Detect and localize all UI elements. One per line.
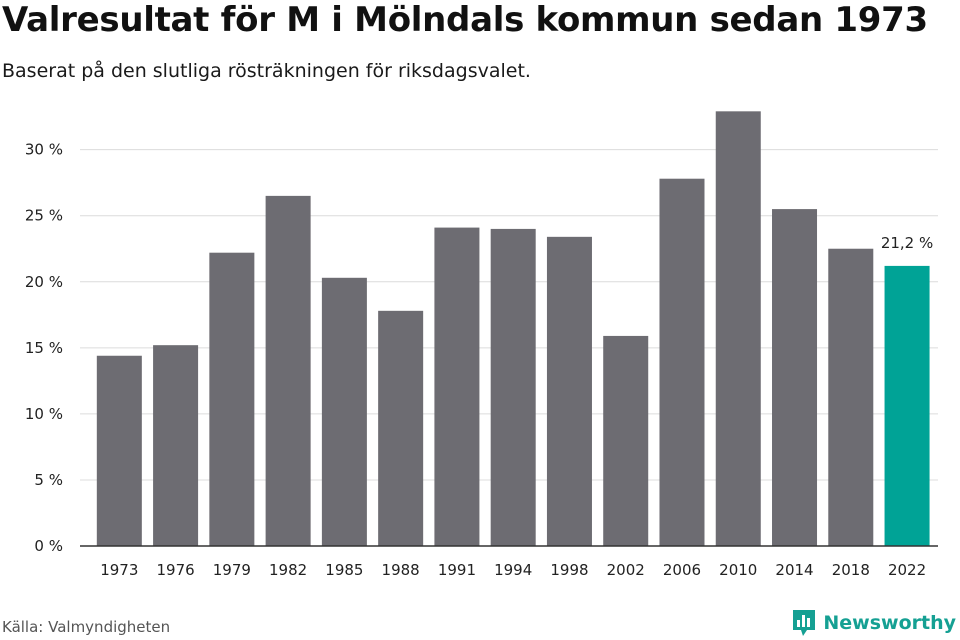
bars [96, 111, 930, 546]
bar-1976 [153, 345, 199, 546]
bar-2014 [772, 209, 818, 546]
x-tick-label: 1988 [382, 561, 420, 579]
x-tick-label: 2006 [663, 561, 701, 579]
newsworthy-logo: Newsworthy [791, 608, 956, 638]
bar-1982 [265, 195, 311, 546]
x-tick-label: 1976 [156, 561, 194, 579]
y-tick-label: 25 % [25, 207, 63, 225]
y-tick-label: 0 % [34, 537, 63, 555]
x-tick-label: 1982 [269, 561, 307, 579]
y-axis: 0 % 5 % 10 % 15 % 20 % 25 % 30 % [25, 141, 63, 555]
x-tick-label: 1994 [494, 561, 532, 579]
data-label-2022: 21,2 % [881, 234, 933, 252]
bar-2006 [659, 178, 705, 546]
bar-2010 [715, 111, 761, 546]
bar-1994 [490, 228, 536, 546]
bar-1998 [546, 236, 592, 546]
data-labels: 21,2 % [881, 234, 933, 252]
x-tick-label: 2002 [607, 561, 645, 579]
bar-chart: 0 %5 %10 %15 %20 %25 %30 % 1973 1976 1979 1… [25, 111, 938, 579]
bar-1991 [434, 227, 480, 546]
x-tick-label: 2018 [832, 561, 870, 579]
bar-1973 [96, 355, 142, 546]
x-tick-label: 1979 [213, 561, 251, 579]
y-tick-label: 5 % [34, 471, 63, 489]
x-tick-label: 2022 [888, 561, 926, 579]
x-tick-label: 2014 [775, 561, 813, 579]
x-tick-label: 1973 [100, 561, 138, 579]
chart-subtitle: Baserat på den slutliga rösträkningen fö… [2, 60, 531, 82]
brand-name: Newsworthy [823, 612, 956, 634]
bar-1988 [378, 310, 424, 546]
y-tick-label: 20 % [25, 273, 63, 291]
y-tick-label: 15 % [25, 339, 63, 357]
x-tick-label: 1985 [325, 561, 363, 579]
bar-chart-icon [793, 610, 816, 636]
bar-2018 [828, 248, 874, 546]
x-axis: 1973 1976 1979 1982 1985 1988 1991 1994 1998 2002… [80, 545, 938, 579]
x-tick-label: 1998 [550, 561, 588, 579]
source-note: Källa: Valmyndigheten [2, 618, 171, 636]
bar-2022 [884, 265, 930, 546]
chart-title: Valresultat för M i Mölndals kommun seda… [2, 0, 928, 40]
x-tick-label: 1991 [438, 561, 476, 579]
bar-1985 [321, 277, 367, 546]
y-tick-label: 30 % [25, 141, 63, 159]
bar-1979 [209, 252, 255, 546]
y-tick-label: 10 % [25, 405, 63, 423]
bar-2002 [603, 335, 649, 546]
x-tick-label: 2010 [719, 561, 757, 579]
